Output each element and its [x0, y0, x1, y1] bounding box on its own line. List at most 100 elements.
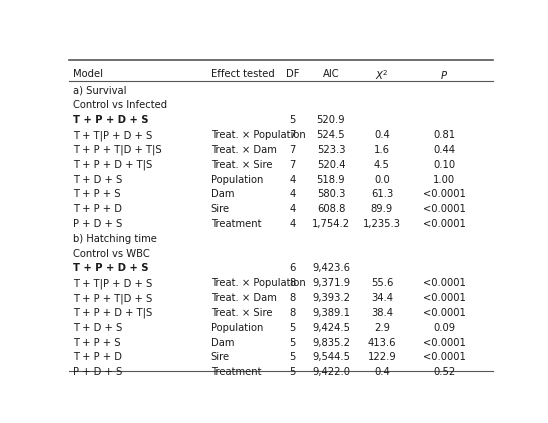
Text: Treatment: Treatment — [211, 367, 261, 377]
Text: 9,423.6: 9,423.6 — [312, 264, 350, 273]
Text: Control vs Infected: Control vs Infected — [73, 100, 167, 110]
Text: 580.3: 580.3 — [317, 190, 345, 199]
Text: Model: Model — [73, 69, 102, 79]
Text: T + P + S: T + P + S — [73, 190, 120, 199]
Text: 7: 7 — [289, 145, 295, 155]
Text: Treat. × Population: Treat. × Population — [211, 278, 306, 288]
Text: 1.00: 1.00 — [433, 175, 455, 184]
Text: 122.9: 122.9 — [368, 352, 396, 363]
Text: 608.8: 608.8 — [317, 204, 345, 214]
Text: Population: Population — [211, 323, 263, 333]
Text: 0.52: 0.52 — [433, 367, 455, 377]
Text: 9,393.2: 9,393.2 — [312, 293, 350, 303]
Text: P + D + S: P + D + S — [73, 219, 122, 229]
Text: 0.44: 0.44 — [433, 145, 455, 155]
Text: $\it{X}$$^2$: $\it{X}$$^2$ — [375, 69, 389, 82]
Text: 0.4: 0.4 — [374, 367, 390, 377]
Text: P + D + S: P + D + S — [73, 367, 122, 377]
Text: 5: 5 — [289, 338, 295, 348]
Text: 4: 4 — [289, 190, 295, 199]
Text: 0.81: 0.81 — [433, 130, 455, 140]
Text: 9,544.5: 9,544.5 — [312, 352, 350, 363]
Text: $\it{P}$: $\it{P}$ — [441, 69, 448, 81]
Text: 8: 8 — [289, 308, 295, 318]
Text: 5: 5 — [289, 352, 295, 363]
Text: 89.9: 89.9 — [371, 204, 393, 214]
Text: 4: 4 — [289, 204, 295, 214]
Text: 9,835.2: 9,835.2 — [312, 338, 350, 348]
Text: <0.0001: <0.0001 — [423, 308, 466, 318]
Text: <0.0001: <0.0001 — [423, 190, 466, 199]
Text: DF: DF — [286, 69, 299, 79]
Text: 0.0: 0.0 — [374, 175, 390, 184]
Text: 9,424.5: 9,424.5 — [312, 323, 350, 333]
Text: T + D + S: T + D + S — [73, 323, 122, 333]
Text: T + T|P + D + S: T + T|P + D + S — [73, 130, 152, 140]
Text: 4: 4 — [289, 175, 295, 184]
Text: 2.9: 2.9 — [374, 323, 390, 333]
Text: Treat. × Sire: Treat. × Sire — [211, 160, 272, 170]
Text: T + T|P + D + S: T + T|P + D + S — [73, 278, 152, 289]
Text: Treatment: Treatment — [211, 219, 261, 229]
Text: <0.0001: <0.0001 — [423, 278, 466, 288]
Text: 4: 4 — [289, 219, 295, 229]
Text: 7: 7 — [289, 130, 295, 140]
Text: AIC: AIC — [323, 69, 339, 79]
Text: 61.3: 61.3 — [371, 190, 393, 199]
Text: T + P + D + S: T + P + D + S — [73, 264, 149, 273]
Text: 5: 5 — [289, 323, 295, 333]
Text: 5: 5 — [289, 115, 295, 125]
Text: 5: 5 — [289, 367, 295, 377]
Text: 9,422.0: 9,422.0 — [312, 367, 350, 377]
Text: Sire: Sire — [211, 204, 230, 214]
Text: 4.5: 4.5 — [374, 160, 390, 170]
Text: 9,371.9: 9,371.9 — [312, 278, 350, 288]
Text: 1,754.2: 1,754.2 — [312, 219, 350, 229]
Text: 7: 7 — [289, 160, 295, 170]
Text: Sire: Sire — [211, 352, 230, 363]
Text: 524.5: 524.5 — [317, 130, 345, 140]
Text: 0.10: 0.10 — [433, 160, 455, 170]
Text: 8: 8 — [289, 293, 295, 303]
Text: Control vs WBC: Control vs WBC — [73, 249, 150, 258]
Text: 523.3: 523.3 — [317, 145, 345, 155]
Text: b) Hatching time: b) Hatching time — [73, 234, 157, 244]
Text: T + P + T|D + T|S: T + P + T|D + T|S — [73, 145, 161, 155]
Text: Dam: Dam — [211, 338, 235, 348]
Text: Dam: Dam — [211, 190, 235, 199]
Text: Treat. × Dam: Treat. × Dam — [211, 293, 277, 303]
Text: 520.4: 520.4 — [317, 160, 345, 170]
Text: 520.9: 520.9 — [317, 115, 345, 125]
Text: <0.0001: <0.0001 — [423, 204, 466, 214]
Text: 518.9: 518.9 — [317, 175, 345, 184]
Text: 0.09: 0.09 — [433, 323, 455, 333]
Text: T + P + S: T + P + S — [73, 338, 120, 348]
Text: T + P + D + T|S: T + P + D + T|S — [73, 308, 152, 319]
Text: 1,235.3: 1,235.3 — [363, 219, 401, 229]
Text: 1.6: 1.6 — [374, 145, 390, 155]
Text: T + P + D + T|S: T + P + D + T|S — [73, 160, 152, 170]
Text: T + P + D: T + P + D — [73, 352, 122, 363]
Text: 38.4: 38.4 — [371, 308, 393, 318]
Text: 34.4: 34.4 — [371, 293, 393, 303]
Text: T + P + T|D + S: T + P + T|D + S — [73, 293, 152, 304]
Text: T + P + D + S: T + P + D + S — [73, 115, 149, 125]
Text: 9,389.1: 9,389.1 — [312, 308, 350, 318]
Text: Treat. × Sire: Treat. × Sire — [211, 308, 272, 318]
Text: a) Survival: a) Survival — [73, 85, 126, 96]
Text: <0.0001: <0.0001 — [423, 293, 466, 303]
Text: 8: 8 — [289, 278, 295, 288]
Text: Effect tested: Effect tested — [211, 69, 275, 79]
Text: 55.6: 55.6 — [371, 278, 393, 288]
Text: Treat. × Dam: Treat. × Dam — [211, 145, 277, 155]
Text: T + D + S: T + D + S — [73, 175, 122, 184]
Text: 6: 6 — [289, 264, 295, 273]
Text: 413.6: 413.6 — [368, 338, 396, 348]
Text: 0.4: 0.4 — [374, 130, 390, 140]
Text: <0.0001: <0.0001 — [423, 352, 466, 363]
Text: Population: Population — [211, 175, 263, 184]
Text: T + P + D: T + P + D — [73, 204, 122, 214]
Text: <0.0001: <0.0001 — [423, 219, 466, 229]
Text: <0.0001: <0.0001 — [423, 338, 466, 348]
Text: Treat. × Population: Treat. × Population — [211, 130, 306, 140]
